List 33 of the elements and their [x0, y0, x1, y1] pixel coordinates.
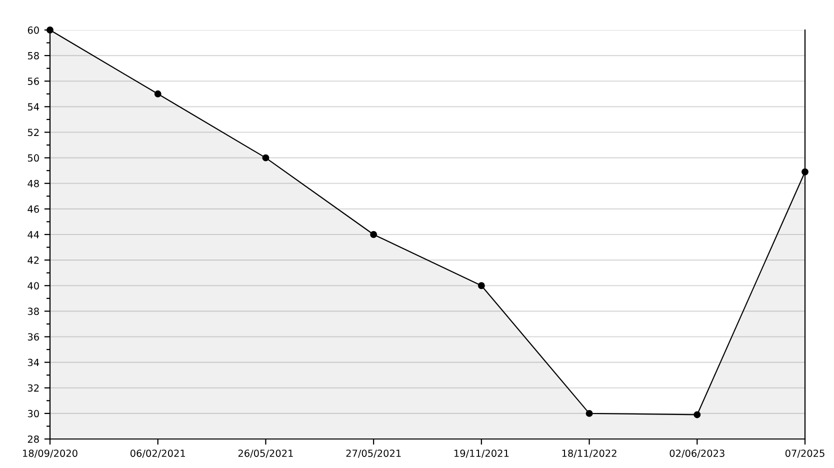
y-tick-label: 28 — [28, 435, 39, 443]
y-tick-label: 60 — [28, 26, 39, 34]
y-tick-label: 48 — [28, 180, 39, 188]
y-tick-label: 56 — [28, 78, 39, 85]
y-tick-label: 52 — [28, 128, 39, 136]
point — [154, 90, 162, 98]
x-tick-label: 18/09/2020 — [23, 450, 78, 458]
point — [586, 410, 593, 417]
x-tick-label: 06/02/2021 — [130, 450, 185, 458]
x-tick-label: 26/05/2021 — [238, 450, 293, 458]
y-tick-label: 34 — [28, 358, 40, 366]
point — [478, 282, 485, 290]
y-tick-label: 32 — [28, 384, 39, 392]
x-tick-label: 02/06/2023 — [670, 450, 724, 458]
x-tick-label: 07/2025 — [785, 450, 824, 458]
x-tick-label: 18/11/2022 — [562, 450, 616, 458]
y-tick-label: 40 — [28, 282, 39, 290]
y-tick-label: 46 — [28, 205, 39, 213]
y-tick-label: 36 — [28, 333, 39, 341]
point — [802, 168, 808, 176]
y-tick-label: 42 — [28, 256, 39, 264]
y-tick-label: 54 — [28, 103, 40, 111]
y-tick-label: 30 — [28, 410, 39, 418]
y-tick-label: 44 — [28, 231, 40, 238]
point — [262, 154, 270, 162]
x-tick-label: 27/05/2021 — [346, 450, 401, 458]
y-tick-label: 38 — [28, 308, 39, 316]
y-tick-label: 50 — [28, 154, 39, 162]
point — [46, 26, 54, 34]
x-tick-label: 19/11/2021 — [454, 450, 509, 458]
point — [694, 411, 701, 418]
y-tick-label: 58 — [28, 52, 39, 60]
point — [370, 231, 378, 238]
